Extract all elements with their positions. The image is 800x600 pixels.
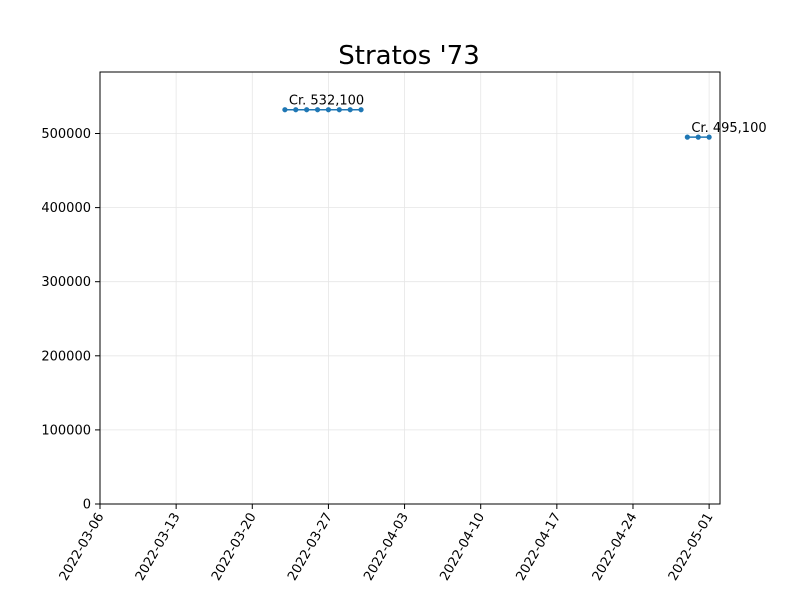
- data-point: [347, 107, 353, 113]
- y-tick-label: 300000: [41, 275, 91, 290]
- x-tick-label: 2022-03-13: [133, 511, 184, 584]
- grid: [99, 72, 720, 505]
- y-axis: 0 100000 200000 300000 400000 500000: [41, 127, 100, 513]
- data-point: [293, 107, 299, 113]
- chart-marks: Cr. 532,100 Cr. 495,100: [282, 94, 767, 140]
- y-tick-label: 200000: [41, 349, 91, 364]
- x-tick-label: 2022-04-10: [437, 511, 488, 584]
- y-tick-label: 400000: [41, 201, 91, 216]
- data-point: [282, 107, 288, 113]
- value-annotation: Cr. 495,100: [691, 121, 766, 136]
- data-point: [314, 107, 321, 113]
- data-point: [325, 107, 332, 113]
- data-point: [695, 134, 701, 140]
- data-point: [706, 134, 712, 140]
- data-point: [304, 107, 310, 113]
- x-tick-label: 2022-04-24: [590, 511, 641, 584]
- y-tick-label: 500000: [41, 127, 91, 142]
- x-tick-label: 2022-03-27: [285, 511, 336, 584]
- data-point: [358, 107, 364, 113]
- x-tick-label: 2022-04-03: [361, 511, 412, 584]
- value-annotation: Cr. 532,100: [289, 94, 364, 109]
- y-tick-label: 100000: [41, 423, 91, 438]
- chart-title: Stratos '73: [338, 41, 479, 71]
- data-point: [336, 107, 342, 113]
- data-point: [684, 134, 690, 140]
- x-axis: 2022-03-06 2022-03-13 2022-03-20 2022-03-27…: [57, 504, 717, 583]
- x-tick-label: 2022-05-01: [666, 511, 717, 584]
- x-tick-label: 2022-03-20: [209, 511, 260, 584]
- y-tick-label: 0: [83, 498, 91, 513]
- x-tick-label: 2022-03-06: [57, 511, 108, 584]
- x-tick-label: 2022-04-17: [514, 511, 565, 584]
- plot-frame: [99, 71, 721, 505]
